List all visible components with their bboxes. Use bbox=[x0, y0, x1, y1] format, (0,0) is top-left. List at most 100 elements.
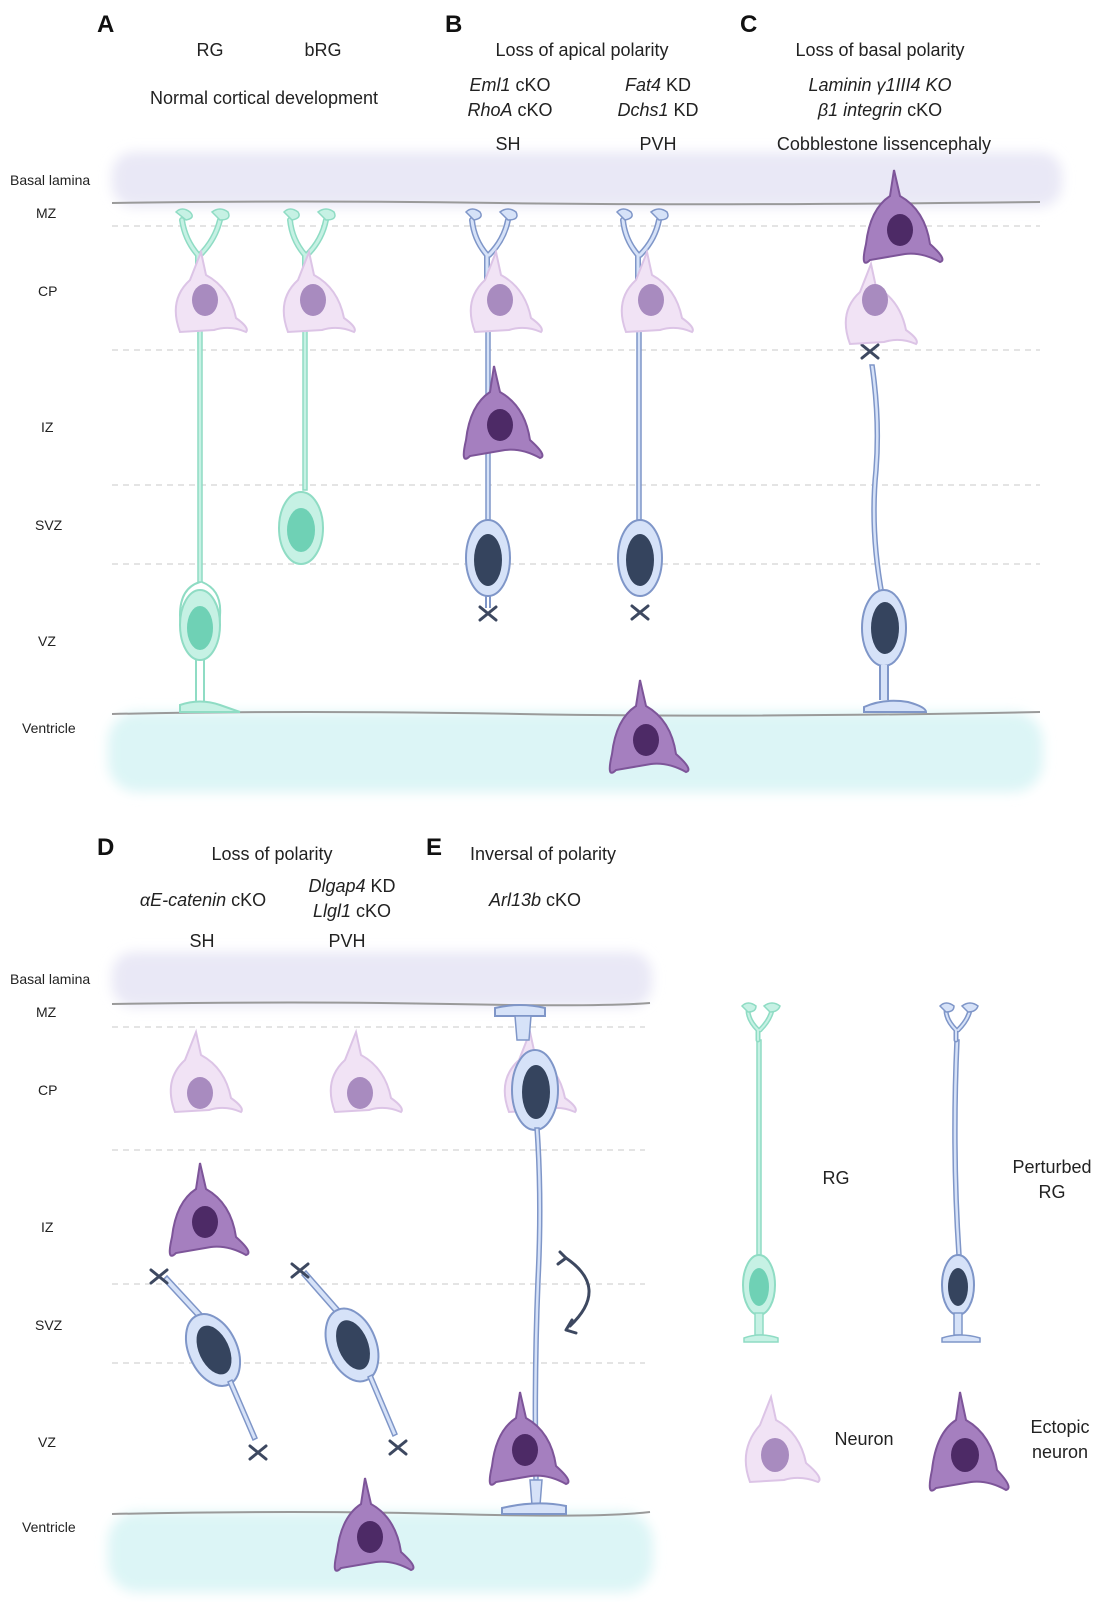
zone-label-iz-bottom: IZ bbox=[41, 1219, 54, 1235]
bottom-panel: Basal lamina MZ CP IZ SVZ VZ Ventricle D… bbox=[10, 834, 653, 1592]
panel-d-col1-phenotype: SH bbox=[189, 931, 214, 951]
legend-neuron-label: Neuron bbox=[834, 1429, 893, 1449]
panel-b-col2-line2: Dchs1 KD bbox=[617, 100, 698, 120]
ectopic-neuron-d-sh bbox=[168, 1162, 250, 1257]
panel-b-col2-phenotype: PVH bbox=[639, 134, 676, 154]
ectopic-neuron-c bbox=[862, 169, 944, 264]
cross-mark-b-sh bbox=[478, 605, 498, 622]
neuron-a-brg bbox=[282, 248, 356, 334]
zone-label-cp: CP bbox=[38, 283, 57, 299]
perturbed-rg-sh-endfoot bbox=[485, 596, 491, 608]
brg-cell-normal bbox=[278, 208, 336, 565]
zone-label-svz: SVZ bbox=[35, 517, 63, 533]
legend-perturbed-rg-label-line1: Perturbed bbox=[1012, 1157, 1091, 1177]
legend-ectopic-neuron-icon bbox=[928, 1391, 1010, 1492]
legend-perturbed-rg-icon bbox=[938, 1002, 981, 1343]
panel-letter-d: D bbox=[97, 834, 114, 861]
zone-label-vz-bottom: VZ bbox=[38, 1434, 56, 1450]
gene-fat4: Fat4 bbox=[625, 75, 661, 95]
gene-rhoa: RhoA bbox=[467, 100, 512, 120]
gene-b1-integrin: β1 integrin bbox=[817, 100, 902, 120]
cross-mark-c bbox=[860, 343, 880, 360]
zone-label-vz: VZ bbox=[38, 633, 56, 649]
legend: RG Perturbed RG Neuron Ectopic neuron bbox=[740, 1002, 1092, 1492]
panel-d-col2-line1: Dlgap4 KD bbox=[308, 876, 395, 896]
suffix-arl13b: cKO bbox=[541, 890, 581, 910]
panel-e-line: Arl13b cKO bbox=[488, 890, 581, 910]
panel-a-col2-label: bRG bbox=[304, 40, 341, 60]
rg-cell-normal bbox=[174, 208, 241, 713]
pial-surface-line-bottom bbox=[111, 1001, 651, 1007]
panel-a-col1-label: RG bbox=[197, 40, 224, 60]
suffix-rhoa: cKO bbox=[513, 100, 553, 120]
gene-dlgap4: Dlgap4 bbox=[308, 876, 365, 896]
legend-ectopic-neuron-label-line2: neuron bbox=[1032, 1442, 1088, 1462]
cross-mark-d-sh-bottom bbox=[248, 1444, 268, 1461]
zone-label-basal-lamina: Basal lamina bbox=[10, 172, 90, 188]
suffix-fat4: KD bbox=[661, 75, 691, 95]
suffix-b1-integrin: cKO bbox=[902, 100, 942, 120]
gene-llgl1: Llgl1 bbox=[313, 901, 351, 921]
panel-letter-a: A bbox=[97, 11, 114, 38]
panel-b-col1-line2: RhoA cKO bbox=[467, 100, 552, 120]
panel-c-line2: β1 integrin cKO bbox=[817, 100, 942, 120]
perturbed-rg-d-pvh bbox=[300, 1269, 398, 1438]
legend-rg-label: RG bbox=[823, 1168, 850, 1188]
zone-label-mz-bottom: MZ bbox=[36, 1004, 57, 1020]
panel-d-col2-phenotype: PVH bbox=[328, 931, 365, 951]
cross-mark-d-pvh-top bbox=[290, 1262, 310, 1279]
zone-label-basal-lamina-bottom: Basal lamina bbox=[10, 971, 90, 987]
ectopic-neuron-b-sh bbox=[462, 365, 544, 460]
zone-label-ventricle: Ventricle bbox=[22, 720, 76, 736]
inversion-arrow-icon bbox=[556, 1250, 591, 1335]
suffix-dlgap4: KD bbox=[366, 876, 396, 896]
panel-d-title: Loss of polarity bbox=[211, 844, 332, 864]
ectopic-neuron-d-pvh bbox=[333, 1477, 415, 1572]
zone-label-mz: MZ bbox=[36, 205, 57, 221]
legend-neuron-icon bbox=[744, 1393, 821, 1484]
neuron-c bbox=[844, 260, 918, 346]
cross-mark-b-pvh bbox=[630, 604, 650, 621]
gene-arl13b: Arl13b bbox=[488, 890, 541, 910]
suffix-dchs1: KD bbox=[669, 100, 699, 120]
panel-d-col2-line2: Llgl1 cKO bbox=[313, 901, 391, 921]
perturbed-rg-inverted bbox=[494, 1004, 567, 1515]
panel-c-title: Loss of basal polarity bbox=[795, 40, 964, 60]
legend-perturbed-rg-label-line2: RG bbox=[1039, 1182, 1066, 1202]
suffix-llgl1: cKO bbox=[351, 901, 391, 921]
neuron-d-sh bbox=[169, 1028, 243, 1114]
panel-letter-b: B bbox=[445, 11, 462, 38]
panel-b-col2-line1: Fat4 KD bbox=[625, 75, 691, 95]
cross-mark-d-pvh-bottom bbox=[388, 1439, 408, 1456]
gene-dchs1: Dchs1 bbox=[617, 100, 668, 120]
panel-c-phenotype: Cobblestone lissencephaly bbox=[777, 134, 991, 154]
gene-ae-catenin: αE-catenin bbox=[140, 890, 226, 910]
perturbed-rg-pvh bbox=[615, 208, 669, 597]
zone-label-ventricle-bottom: Ventricle bbox=[22, 1519, 76, 1535]
panel-c-line1: Laminin γ1III4 KO bbox=[808, 75, 951, 95]
zone-label-svz-bottom: SVZ bbox=[35, 1317, 63, 1333]
panel-d-col1-line: αE-catenin cKO bbox=[140, 890, 266, 910]
panel-a-title: Normal cortical development bbox=[150, 88, 378, 108]
pial-surface-line bbox=[111, 200, 1041, 206]
neuron-b-pvh bbox=[620, 248, 694, 334]
ventricle-band bbox=[108, 712, 1043, 792]
panel-b-col1-phenotype: SH bbox=[495, 134, 520, 154]
neuron-d-pvh bbox=[329, 1028, 403, 1114]
ectopic-neuron-e bbox=[488, 1391, 570, 1486]
suffix-eml1: cKO bbox=[511, 75, 551, 95]
panel-b-col1-line1: Eml1 cKO bbox=[469, 75, 550, 95]
basal-lamina-band-bottom bbox=[112, 952, 652, 1007]
ectopic-neuron-b-pvh bbox=[608, 679, 690, 774]
ventricular-surface-line-bottom bbox=[111, 1511, 651, 1517]
panel-letter-e: E bbox=[426, 834, 442, 861]
gene-eml1: Eml1 bbox=[469, 75, 510, 95]
legend-rg-icon bbox=[740, 1002, 781, 1343]
top-panel: Basal lamina MZ CP IZ SVZ VZ Ventricle A… bbox=[10, 11, 1062, 792]
neuron-b-sh bbox=[469, 248, 543, 334]
perturbed-rg-d-sh bbox=[161, 1274, 258, 1442]
suffix-ae-catenin: cKO bbox=[226, 890, 266, 910]
ventricular-surface-line bbox=[111, 711, 1041, 717]
panel-b-title: Loss of apical polarity bbox=[495, 40, 668, 60]
